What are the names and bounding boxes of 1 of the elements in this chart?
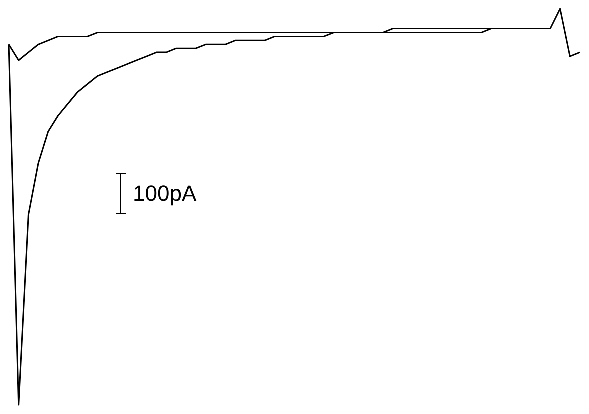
annotation: 100pA xyxy=(133,181,197,206)
